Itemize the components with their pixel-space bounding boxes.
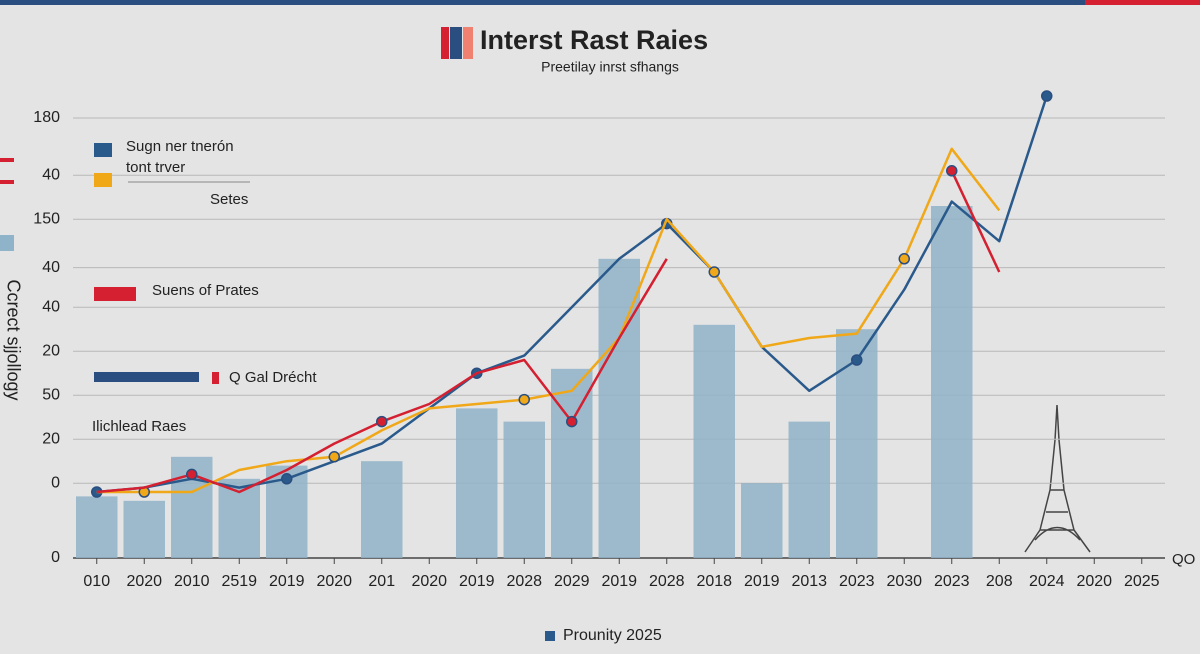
legend-label: tont trver	[126, 159, 185, 176]
point	[376, 415, 388, 428]
x-tick-label: 2018	[696, 573, 732, 590]
bar	[693, 324, 735, 558]
y-tick-label: 40	[42, 166, 60, 183]
point	[708, 266, 720, 278]
title-icon	[441, 27, 449, 59]
x-tick-label: 208	[986, 573, 1013, 590]
y-tick-label: 40	[42, 259, 60, 276]
x-tick-label: 2023	[934, 573, 970, 590]
legend-label: Prounity 2025	[563, 627, 662, 644]
annotation: Setes	[210, 191, 248, 208]
top-band-accent	[1085, 0, 1200, 5]
y-tick-label: 20	[42, 430, 60, 447]
x-tick-label: 2019	[459, 573, 495, 590]
side-mark	[0, 158, 14, 162]
point	[328, 451, 340, 463]
x-tick-label: 2024	[1029, 573, 1065, 590]
subtitle: Preetilay inrst sfhangs	[541, 59, 679, 75]
y-tick-label: 0	[51, 474, 60, 491]
x-tick-label: 2519	[221, 573, 257, 590]
annotation: QO	[1172, 551, 1195, 568]
bar	[123, 500, 165, 558]
x-tick-label: 2010	[174, 573, 210, 590]
x-tick-label: 2019	[744, 573, 780, 590]
side-mark	[0, 180, 14, 184]
legend-label: Suens of Prates	[152, 282, 259, 299]
x-tick-label: 2020	[316, 573, 352, 590]
chart-title: Interst Rast Raies	[480, 25, 708, 55]
point	[946, 165, 958, 177]
title-icon	[450, 27, 462, 59]
y-tick-label: 180	[33, 109, 60, 126]
bar	[456, 408, 498, 558]
point	[898, 253, 910, 265]
point	[186, 468, 198, 481]
y-axis-label: Ccrect sjjollogy	[3, 279, 23, 400]
bar	[598, 258, 640, 558]
legend-swatch	[94, 372, 199, 382]
bar	[503, 421, 545, 558]
annotation: Ilichlead Raes	[92, 418, 186, 435]
x-tick-label: 2019	[269, 573, 305, 590]
y-tick-label: 40	[42, 298, 60, 315]
bar	[931, 206, 973, 558]
legend-swatch	[212, 372, 219, 384]
x-tick-label: 2020	[126, 573, 162, 590]
x-tick-label: 2023	[839, 573, 875, 590]
x-tick-label: 2029	[554, 573, 590, 590]
bar	[741, 483, 783, 558]
x-tick-label: 2020	[1076, 573, 1112, 590]
x-tick-label: 2028	[506, 573, 542, 590]
x-tick-label: 2020	[411, 573, 447, 590]
point	[566, 415, 578, 428]
x-tick-label: 010	[83, 573, 110, 590]
y-tick-label: 50	[42, 386, 60, 403]
top-band	[0, 0, 1085, 5]
legend-swatch	[94, 173, 112, 187]
x-tick-label: 201	[368, 573, 395, 590]
point	[851, 354, 863, 366]
legend-label: Sugn ner tnerón	[126, 138, 234, 155]
point	[1041, 90, 1053, 102]
bar	[836, 329, 878, 558]
y-tick-label: 0	[51, 549, 60, 566]
bar	[788, 421, 830, 558]
x-tick-label: 2025	[1124, 573, 1160, 590]
bar	[76, 496, 118, 558]
annotation: Q Gal Drécht	[229, 369, 317, 386]
line	[96, 147, 1001, 494]
legend-swatch	[545, 631, 555, 641]
x-tick-label: 2028	[649, 573, 685, 590]
point	[518, 393, 530, 406]
eiffel-tower	[1024, 404, 1091, 553]
legend-swatch	[94, 287, 136, 301]
point	[281, 473, 293, 485]
legend-swatch	[94, 143, 112, 157]
bar	[361, 461, 403, 558]
x-tick-label: 2030	[886, 573, 922, 590]
side-mark	[0, 235, 14, 251]
title-icon	[463, 27, 473, 59]
y-tick-label: 150	[33, 210, 60, 227]
y-tick-label: 20	[42, 342, 60, 359]
bar	[551, 368, 593, 558]
x-tick-label: 2019	[601, 573, 637, 590]
x-tick-label: 2013	[791, 573, 827, 590]
